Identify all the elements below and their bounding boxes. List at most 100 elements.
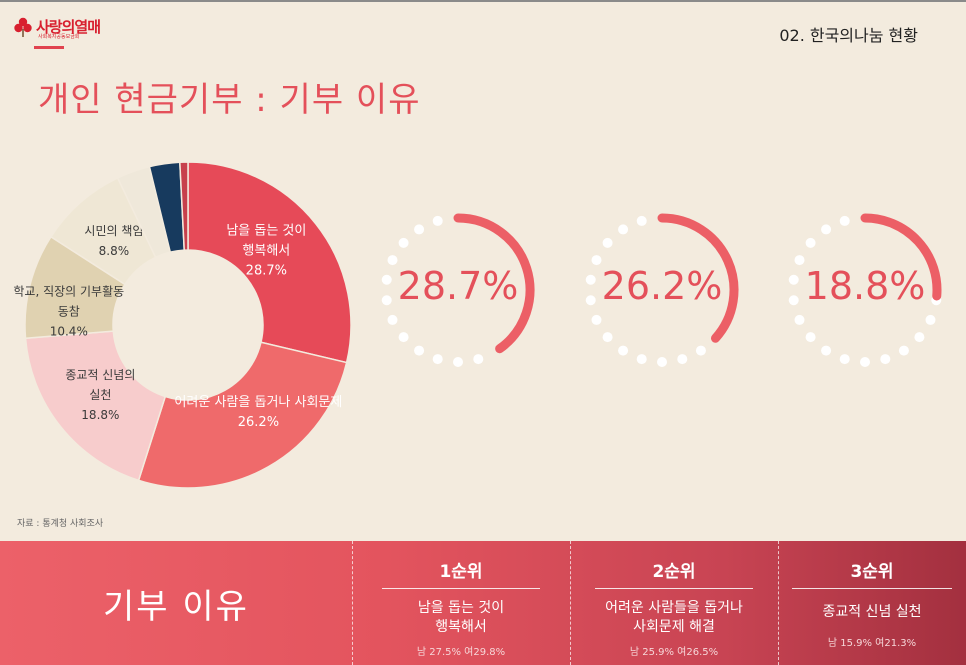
rank-2-desc-line: 어려운 사람들을 돕거나 xyxy=(605,600,743,616)
rank-3: 3순위 종교적 신념 실천 남 15.9% 여21.3% xyxy=(778,541,966,665)
divider xyxy=(570,541,571,665)
bottom-label: 기부 이유 xyxy=(103,586,249,627)
rank-3-stat: 남 15.9% 여21.3% xyxy=(827,638,917,649)
ring-gauge-2-value: 26.2% xyxy=(601,264,723,308)
donut-value-label: 10.4% xyxy=(50,324,88,338)
section-label: 02. 한국의나눔 현황 xyxy=(779,26,918,45)
ring-dot xyxy=(794,314,805,325)
donut-slice-label: 남을 돕는 것이 xyxy=(226,224,306,239)
rank-3-rule xyxy=(792,588,952,589)
donut-slice-label: 종교적 신념의 xyxy=(65,368,135,382)
logo-underline xyxy=(34,46,64,49)
ring-dot xyxy=(602,237,613,248)
ring-progress-arc xyxy=(860,213,942,301)
ring-dot xyxy=(387,255,398,266)
ring-dot xyxy=(381,295,392,306)
divider xyxy=(778,541,779,665)
ring-dot xyxy=(677,354,688,365)
fruit-logo-icon xyxy=(14,17,32,37)
ring-gauge-1-value: 28.7% xyxy=(397,264,519,308)
rank-1-rule xyxy=(382,588,540,589)
rank-1: 1순위 남을 돕는 것이 행복해서 남 27.5% 여29.8% xyxy=(352,541,570,665)
ring-dot xyxy=(591,255,602,266)
donut-slice xyxy=(187,161,352,364)
rank-2-title: 2순위 xyxy=(652,562,696,582)
ring-dot xyxy=(585,274,596,285)
ring-dot xyxy=(695,345,706,356)
ring-dot xyxy=(432,354,443,365)
ring-dot xyxy=(788,295,799,306)
ring-dot xyxy=(636,215,647,226)
ring-dot xyxy=(821,224,832,235)
ring-dot xyxy=(805,332,816,343)
donut-slice xyxy=(137,341,348,489)
ring-dot xyxy=(925,314,936,325)
logo-subtext: 사회복지공동모금회 xyxy=(38,34,80,40)
donut-slice xyxy=(24,330,167,482)
donut-slice-label: 행복해서 xyxy=(242,243,290,259)
donut-slice-label: 실천 xyxy=(89,387,111,402)
rank-3-desc-line: 종교적 신념 실천 xyxy=(822,604,922,620)
ring-dot xyxy=(414,345,425,356)
ring-gauge-1-graphic xyxy=(381,213,535,367)
ring-dot xyxy=(636,354,647,365)
ring-dot xyxy=(657,357,667,367)
ring-dot xyxy=(821,345,832,356)
rank-2-stat: 남 25.9% 여26.5% xyxy=(629,647,719,658)
ring-dot xyxy=(398,332,409,343)
donut-slice-label: 어려운 사람을 돕거나 사회문제 xyxy=(174,395,342,410)
ring-dot xyxy=(398,237,409,248)
rank-2-desc: 어려운 사람들을 돕거나 사회문제 해결 xyxy=(570,599,778,637)
donut-value-label: 18.8% xyxy=(81,408,119,422)
ring-dot xyxy=(794,255,805,266)
rank-1-stat: 남 27.5% 여29.8% xyxy=(416,647,506,658)
ring-dot xyxy=(805,237,816,248)
ring-dot xyxy=(839,215,850,226)
ring-dot xyxy=(914,332,925,343)
top-border xyxy=(0,0,966,2)
logo-text: 사랑의열매 xyxy=(36,18,101,36)
ring-gauge-2: 26.2% xyxy=(582,190,742,390)
ring-dot xyxy=(473,354,484,365)
ring-dot xyxy=(432,215,443,226)
ring-dot xyxy=(880,354,891,365)
rank-1-title: 1순위 xyxy=(439,562,483,582)
ring-dot xyxy=(591,314,602,325)
rank-3-title: 3순위 xyxy=(850,562,894,582)
ring-progress-arc xyxy=(453,213,535,354)
rank-1-desc-line: 행복해서 xyxy=(435,619,487,635)
ring-progress-arc xyxy=(657,213,739,343)
ring-gauge-3: 18.8% xyxy=(785,190,945,390)
donut-slice xyxy=(179,161,189,251)
ring-dot xyxy=(618,345,629,356)
ring-dot xyxy=(585,295,596,306)
ring-dot xyxy=(381,274,392,285)
ring-gauge-3-graphic xyxy=(788,213,942,367)
source-note: 자료 : 통계청 사회조사 xyxy=(17,519,104,529)
ring-dot xyxy=(414,224,425,235)
divider xyxy=(352,541,353,665)
ring-dot xyxy=(387,314,398,325)
ring-dot xyxy=(618,224,629,235)
ring-gauge-1: 28.7% xyxy=(378,190,538,390)
rank-2: 2순위 어려운 사람들을 돕거나 사회문제 해결 남 25.9% 여26.5% xyxy=(570,541,778,665)
ring-dot xyxy=(860,357,870,367)
ring-dot xyxy=(839,354,850,365)
rank-1-desc-line: 남을 돕는 것이 xyxy=(417,600,505,616)
page-title: 개인 현금기부 : 기부 이유 xyxy=(38,80,421,120)
donut-value-label: 8.8% xyxy=(99,244,130,258)
ring-dot xyxy=(898,345,909,356)
bottom-banner: 기부 이유 1순위 남을 돕는 것이 행복해서 남 27.5% 여29.8% 2… xyxy=(0,541,966,665)
donut-slice-label: 시민의 책임 xyxy=(84,223,143,238)
donut-slice-label: 학교, 직장의 기부활동 xyxy=(13,284,124,298)
ring-dot xyxy=(788,274,799,285)
donut-slice-label: 동참 xyxy=(58,304,80,318)
ring-dot xyxy=(602,332,613,343)
rank-1-desc: 남을 돕는 것이 행복해서 xyxy=(352,599,570,637)
rank-2-rule xyxy=(595,588,753,589)
logo: 사랑의열매 xyxy=(14,16,101,38)
donut-value-label: 26.2% xyxy=(238,415,279,430)
ring-dot xyxy=(453,357,463,367)
rank-2-desc-line: 사회문제 해결 xyxy=(633,619,715,635)
